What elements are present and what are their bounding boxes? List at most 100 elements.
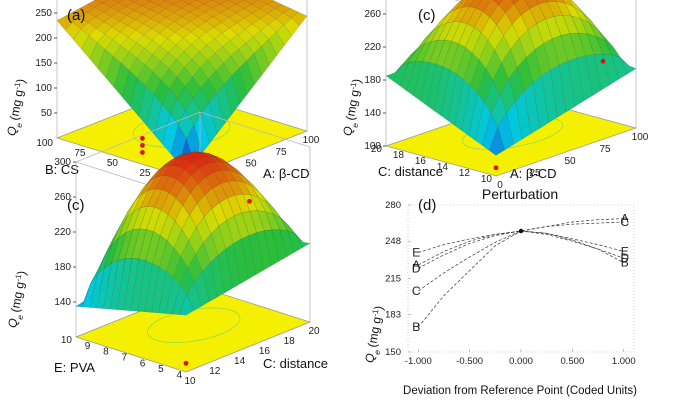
surface-facet: [510, 0, 520, 4]
x-tick-label: 75: [275, 147, 287, 158]
x-axis-title: A: β-CD: [263, 166, 309, 181]
surface-panel-1: 5010015020025030002550751000255075100A: …: [4, 0, 320, 193]
z-axis-title: Qe(mg g-1): [340, 78, 368, 138]
series-label-left-E: E: [412, 245, 420, 259]
x-tick-label: 1.000: [612, 356, 636, 367]
series-line-C: [418, 221, 624, 292]
surface-panel-3: 140 180 220 260 300 10 12 14 16 18 20 4 5 6 7 8 9 10 C: di…: [5, 111, 328, 387]
y-tick-label: 14: [437, 162, 449, 173]
panel-label: (c): [67, 197, 85, 214]
z-axis-title-close: ): [13, 78, 27, 84]
z-tick-label: 220: [364, 42, 381, 53]
y-tick-label: 6: [140, 358, 146, 369]
y-axis-title: B: CS: [45, 162, 79, 177]
z-tick-label: 180: [364, 75, 381, 86]
x-tick-label: 0: [497, 180, 503, 191]
z-tick-label: 100: [35, 83, 52, 94]
x-axis-title: Deviation from Reference Point (Coded Un…: [403, 385, 637, 397]
series-label-left-D: D: [412, 261, 421, 275]
y-tick-label: 4: [176, 370, 182, 381]
z-tick-label: 140: [364, 108, 381, 119]
x-tick-label: 14: [234, 356, 246, 367]
series-label-right-E: E: [621, 244, 629, 258]
surface-facet: [128, 0, 139, 3]
x-tick-label: 0.000: [509, 356, 533, 367]
x-tick-label: 25: [529, 168, 541, 179]
series-label-left-A: A: [412, 258, 420, 272]
series-label-left-B: B: [412, 320, 420, 334]
z-axis-title-e: e: [15, 314, 25, 320]
series-label-right-A: A: [621, 212, 629, 226]
y-tick-label: 10: [61, 335, 73, 346]
x-axis-title: C: distance: [263, 356, 328, 371]
z-axis-title-unit: (mg g: [8, 281, 27, 314]
x-axis-title: A: β-CD: [510, 166, 556, 181]
series-label-right-B: B: [621, 256, 629, 270]
z-axis-title-close: ): [349, 78, 363, 84]
z-axis-title-exp: -1: [348, 81, 358, 90]
z-axis-title-e: e: [14, 122, 24, 128]
y-tick-label: 10: [481, 174, 493, 185]
box-top-edge: [74, 111, 311, 198]
x-tick-label: 10: [184, 376, 196, 387]
z-axis-title-q: Q: [340, 125, 355, 137]
x-tick-label: 18: [284, 336, 296, 347]
panel-label: (a): [67, 7, 85, 24]
x-tick-label: 100: [303, 135, 320, 146]
z-axis-title-close: ): [14, 270, 28, 276]
y-tick-label: 50: [107, 158, 119, 169]
series-line-D: [418, 230, 624, 269]
panel-label: (c): [418, 7, 436, 24]
y-tick-label: 16: [415, 156, 427, 167]
y-tick-label: 248: [385, 236, 401, 247]
panel-label: (d): [418, 197, 436, 214]
y-tick-label: 18: [393, 150, 405, 161]
z-axis-title-exp: -1: [12, 81, 22, 90]
reference-point: [518, 228, 524, 234]
design-point: [140, 143, 145, 148]
z-axis-title-unit: (mg g: [7, 89, 26, 122]
x-tick-label: 75: [599, 144, 611, 155]
z-axis-title-q: Q: [4, 125, 19, 137]
x-tick-label: 50: [564, 156, 576, 167]
z-axis-title: Qe(mg g-1): [5, 270, 33, 330]
z-tick-label: 250: [35, 8, 52, 19]
surface-facet: [162, 0, 168, 2]
x-tick-label: 12: [209, 366, 221, 377]
x-tick-label: -1.000: [405, 356, 432, 367]
y-tick-label: 7: [121, 353, 127, 364]
x-tick-label: 16: [259, 346, 271, 357]
z-axis-title-e: e: [350, 122, 360, 128]
x-tick-label: 20: [308, 326, 320, 337]
surface-facet: [178, 294, 194, 316]
series-line-B: [418, 230, 624, 328]
design-point: [247, 198, 252, 204]
y-axis-title-e: e: [372, 349, 382, 355]
z-tick-label: 150: [35, 58, 52, 69]
z-axis-title: Qe(mg g-1): [4, 78, 32, 138]
x-tick-label: -0.500: [456, 356, 483, 367]
surface-facet: [145, 0, 153, 2]
x-tick-label: 0.500: [560, 356, 584, 367]
design-point: [493, 165, 499, 171]
y-axis-title-q: Q: [362, 352, 377, 364]
y-tick-label: 20: [371, 144, 383, 155]
y-axis-title: Qe(mg g-1): [362, 305, 390, 365]
z-axis-title-unit: (mg g: [343, 89, 362, 122]
series-label-right-D: D: [620, 251, 629, 265]
y-axis-title-close: ): [371, 305, 385, 311]
y-tick-label: 215: [385, 274, 401, 285]
surface-panel-2: 1001401802202603000255075100101214161820…: [340, 0, 649, 191]
perturbation-panel: Perturbation (d) 150 183 215 248 280 -1.000 -0.5…: [362, 186, 637, 397]
y-tick-label: 75: [74, 148, 86, 159]
series-label-left-C: C: [412, 284, 421, 298]
y-tick-label: 280: [385, 200, 401, 211]
y-axis-title-exp: -1: [370, 308, 380, 317]
x-tick-label: 50: [245, 159, 257, 170]
y-tick-label: 183: [385, 310, 401, 321]
y-tick-label: 8: [103, 347, 109, 358]
y-tick-label: 12: [459, 168, 471, 179]
surface-facet: [488, 127, 505, 156]
design-point: [140, 150, 145, 155]
